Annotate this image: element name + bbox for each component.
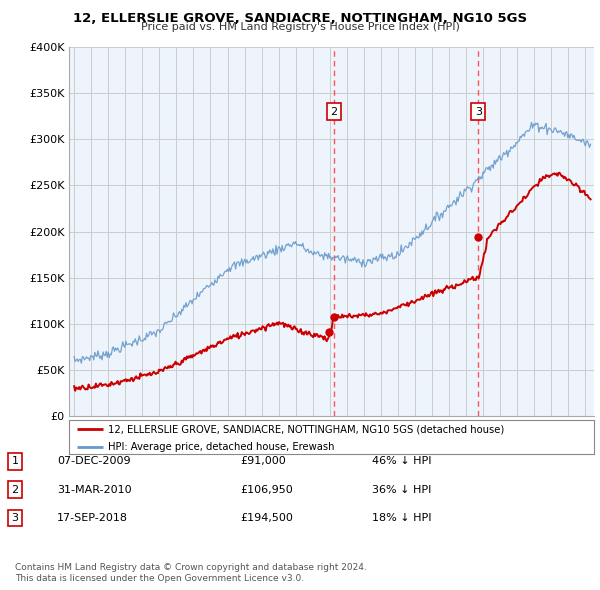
Text: 1: 1 xyxy=(11,457,19,466)
Text: 07-DEC-2009: 07-DEC-2009 xyxy=(57,457,131,466)
Text: 12, ELLERSLIE GROVE, SANDIACRE, NOTTINGHAM, NG10 5GS: 12, ELLERSLIE GROVE, SANDIACRE, NOTTINGH… xyxy=(73,12,527,25)
Text: 18% ↓ HPI: 18% ↓ HPI xyxy=(372,513,431,523)
Text: 31-MAR-2010: 31-MAR-2010 xyxy=(57,485,131,494)
Text: HPI: Average price, detached house, Erewash: HPI: Average price, detached house, Erew… xyxy=(109,442,335,452)
Text: 3: 3 xyxy=(475,107,482,117)
Text: 3: 3 xyxy=(11,513,19,523)
Text: 2: 2 xyxy=(11,485,19,494)
Text: 36% ↓ HPI: 36% ↓ HPI xyxy=(372,485,431,494)
Text: Contains HM Land Registry data © Crown copyright and database right 2024.: Contains HM Land Registry data © Crown c… xyxy=(15,563,367,572)
Text: 17-SEP-2018: 17-SEP-2018 xyxy=(57,513,128,523)
Text: 2: 2 xyxy=(331,107,338,117)
Text: 46% ↓ HPI: 46% ↓ HPI xyxy=(372,457,431,466)
Text: Price paid vs. HM Land Registry's House Price Index (HPI): Price paid vs. HM Land Registry's House … xyxy=(140,22,460,32)
Text: 12, ELLERSLIE GROVE, SANDIACRE, NOTTINGHAM, NG10 5GS (detached house): 12, ELLERSLIE GROVE, SANDIACRE, NOTTINGH… xyxy=(109,424,505,434)
Text: £194,500: £194,500 xyxy=(240,513,293,523)
Text: This data is licensed under the Open Government Licence v3.0.: This data is licensed under the Open Gov… xyxy=(15,574,304,583)
Text: £91,000: £91,000 xyxy=(240,457,286,466)
Text: £106,950: £106,950 xyxy=(240,485,293,494)
